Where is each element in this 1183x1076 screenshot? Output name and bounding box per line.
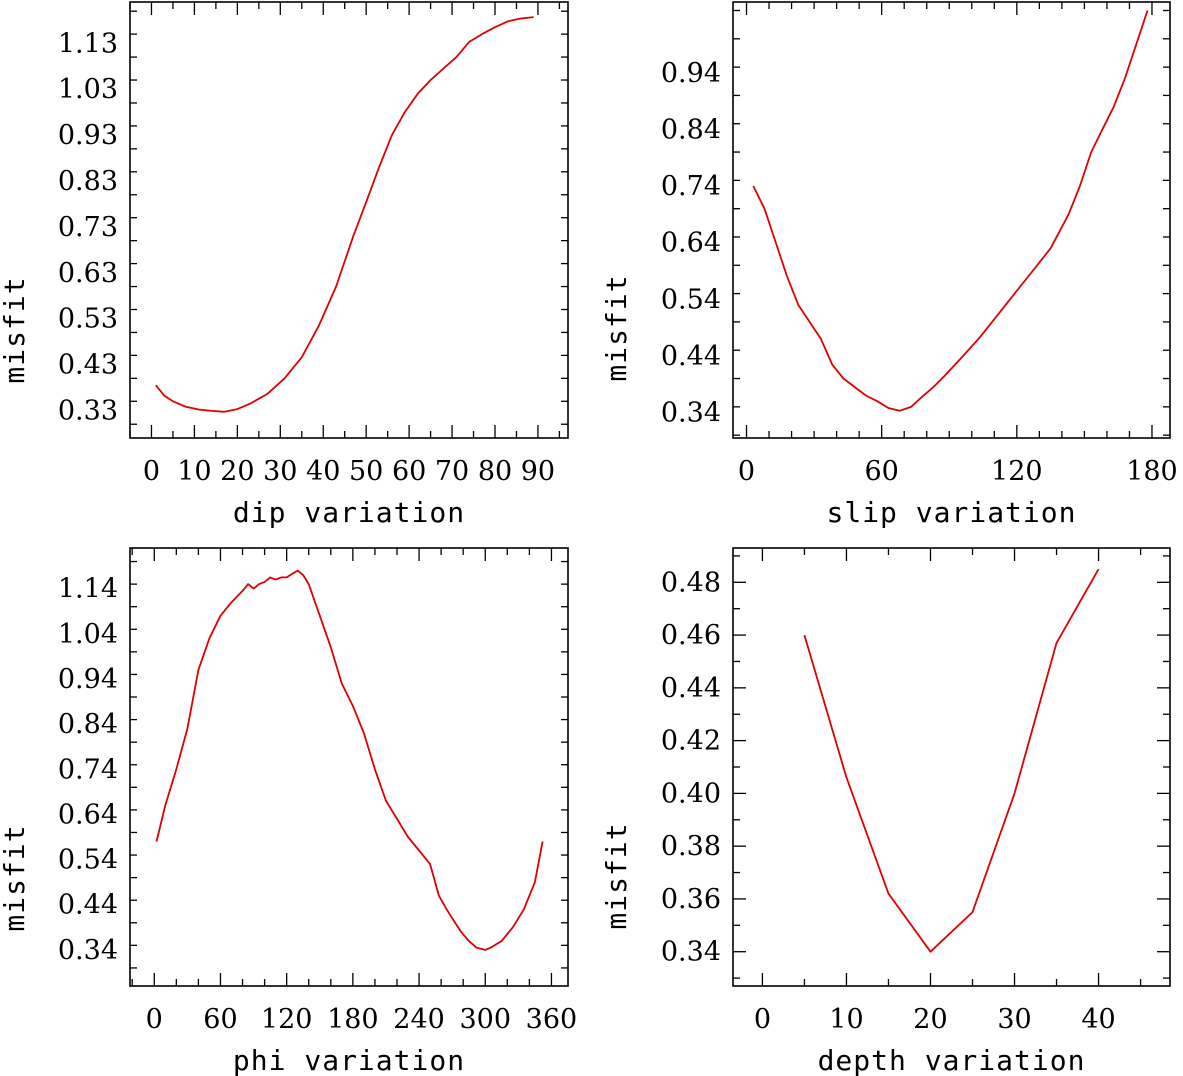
xtick-label-dip: 0 (143, 456, 160, 487)
xtick-label-slip: 60 (864, 456, 898, 487)
xtick-label-depth: 40 (1081, 1004, 1115, 1035)
xtick-label-phi: 60 (203, 1004, 237, 1035)
chart-dip: 0.33 0.43 0.53 0.63 0.73 0.83 0.93 1.03 1.13 0 10 2… (0, 1, 569, 529)
xtick-label-dip: 90 (521, 456, 555, 487)
plot-frame-slip (732, 1, 1171, 439)
ytick-label-depth: 0.44 (661, 673, 721, 704)
ytick-label-slip: 0.84 (661, 114, 721, 145)
ytick-label-phi: 1.14 (58, 574, 118, 605)
ytick-label-depth: 0.36 (661, 884, 721, 915)
xtick-label-depth: 20 (913, 1004, 947, 1035)
xtick-label-dip: 30 (263, 456, 297, 487)
ytick-label-phi: 0.34 (58, 935, 118, 966)
xtick-label-dip: 10 (177, 456, 211, 487)
x-axis-label-phi: phi variation (233, 1044, 465, 1076)
xtick-label-slip: 180 (1126, 456, 1178, 487)
xtick-label-phi: 240 (393, 1004, 445, 1035)
ytick-label-phi: 0.64 (58, 799, 118, 830)
y-axis-label-dip: misfit (0, 276, 31, 383)
ytick-label-slip: 0.64 (661, 228, 721, 259)
ytick-label-dip: 0.73 (58, 212, 118, 243)
plot-frame-phi (129, 547, 569, 987)
xtick-label-slip: 120 (991, 456, 1043, 487)
xtick-label-dip: 40 (306, 456, 340, 487)
xtick-label-phi: 360 (526, 1004, 578, 1035)
ytick-label-dip: 0.93 (58, 120, 118, 151)
ytick-label-slip: 0.74 (661, 171, 721, 202)
xtick-label-depth: 30 (997, 1004, 1031, 1035)
xtick-label-dip: 60 (392, 456, 426, 487)
ytick-label-slip: 0.54 (661, 284, 721, 315)
plot-frame-depth (732, 547, 1171, 987)
chart-depth: 0.34 0.36 0.38 0.40 0.42 0.44 0.46 0.48 0 10 20 30 4… (600, 547, 1171, 1076)
ytick-label-dip: 1.03 (58, 74, 118, 105)
y-axis-label-slip: misfit (600, 274, 633, 381)
chart-slip: 0.34 0.44 0.54 0.64 0.74 0.84 0.94 0 60 120 180 sli… (600, 1, 1178, 529)
ytick-label-slip: 0.44 (661, 341, 721, 372)
ytick-label-phi: 0.94 (58, 664, 118, 695)
xtick-label-phi: 180 (327, 1004, 379, 1035)
ytick-label-dip: 0.53 (58, 304, 118, 335)
xtick-label-dip: 50 (349, 456, 383, 487)
xtick-label-dip: 20 (220, 456, 254, 487)
ytick-label-phi: 1.04 (58, 619, 118, 650)
series-line-slip (752, 10, 1149, 412)
ytick-label-depth: 0.48 (661, 567, 721, 598)
series-line-depth (803, 568, 1100, 953)
ytick-label-phi: 0.84 (58, 709, 118, 740)
x-axis-label-slip: slip variation (826, 496, 1076, 529)
ytick-label-depth: 0.40 (661, 778, 721, 809)
xtick-label-phi: 300 (459, 1004, 511, 1035)
ytick-label-dip: 0.83 (58, 166, 118, 197)
ytick-label-dip: 0.43 (58, 350, 118, 381)
y-axis-label-depth: misfit (600, 822, 633, 929)
ytick-label-slip: 0.94 (661, 58, 721, 89)
xtick-label-dip: 80 (478, 456, 512, 487)
ytick-label-depth: 0.34 (661, 937, 721, 968)
chart-phi: 0.34 0.44 0.54 0.64 0.74 0.84 0.94 1.04 1.14 0 60 1… (0, 547, 578, 1076)
ytick-label-depth: 0.42 (661, 726, 721, 757)
xtick-label-phi: 120 (261, 1004, 313, 1035)
plot-frame-dip (129, 1, 569, 439)
xtick-label-depth: 0 (754, 1004, 771, 1035)
ytick-label-dip: 0.63 (58, 258, 118, 289)
series-line-phi (155, 569, 544, 951)
xtick-label-phi: 0 (146, 1004, 163, 1035)
series-line-dip (155, 16, 534, 413)
ytick-label-phi: 0.44 (58, 890, 118, 921)
xtick-label-depth: 10 (829, 1004, 863, 1035)
ytick-label-depth: 0.38 (661, 831, 721, 862)
ytick-label-phi: 0.54 (58, 845, 118, 876)
xtick-label-dip: 70 (435, 456, 469, 487)
xtick-label-slip: 0 (738, 456, 755, 487)
ytick-label-phi: 0.74 (58, 754, 118, 785)
x-axis-label-dip: dip variation (233, 496, 465, 529)
ytick-label-depth: 0.46 (661, 620, 721, 651)
ytick-label-dip: 1.13 (58, 28, 118, 59)
ytick-label-slip: 0.34 (661, 398, 721, 429)
y-axis-label-phi: misfit (0, 824, 31, 931)
x-axis-label-depth: depth variation (818, 1044, 1086, 1076)
ytick-label-dip: 0.33 (58, 395, 118, 426)
